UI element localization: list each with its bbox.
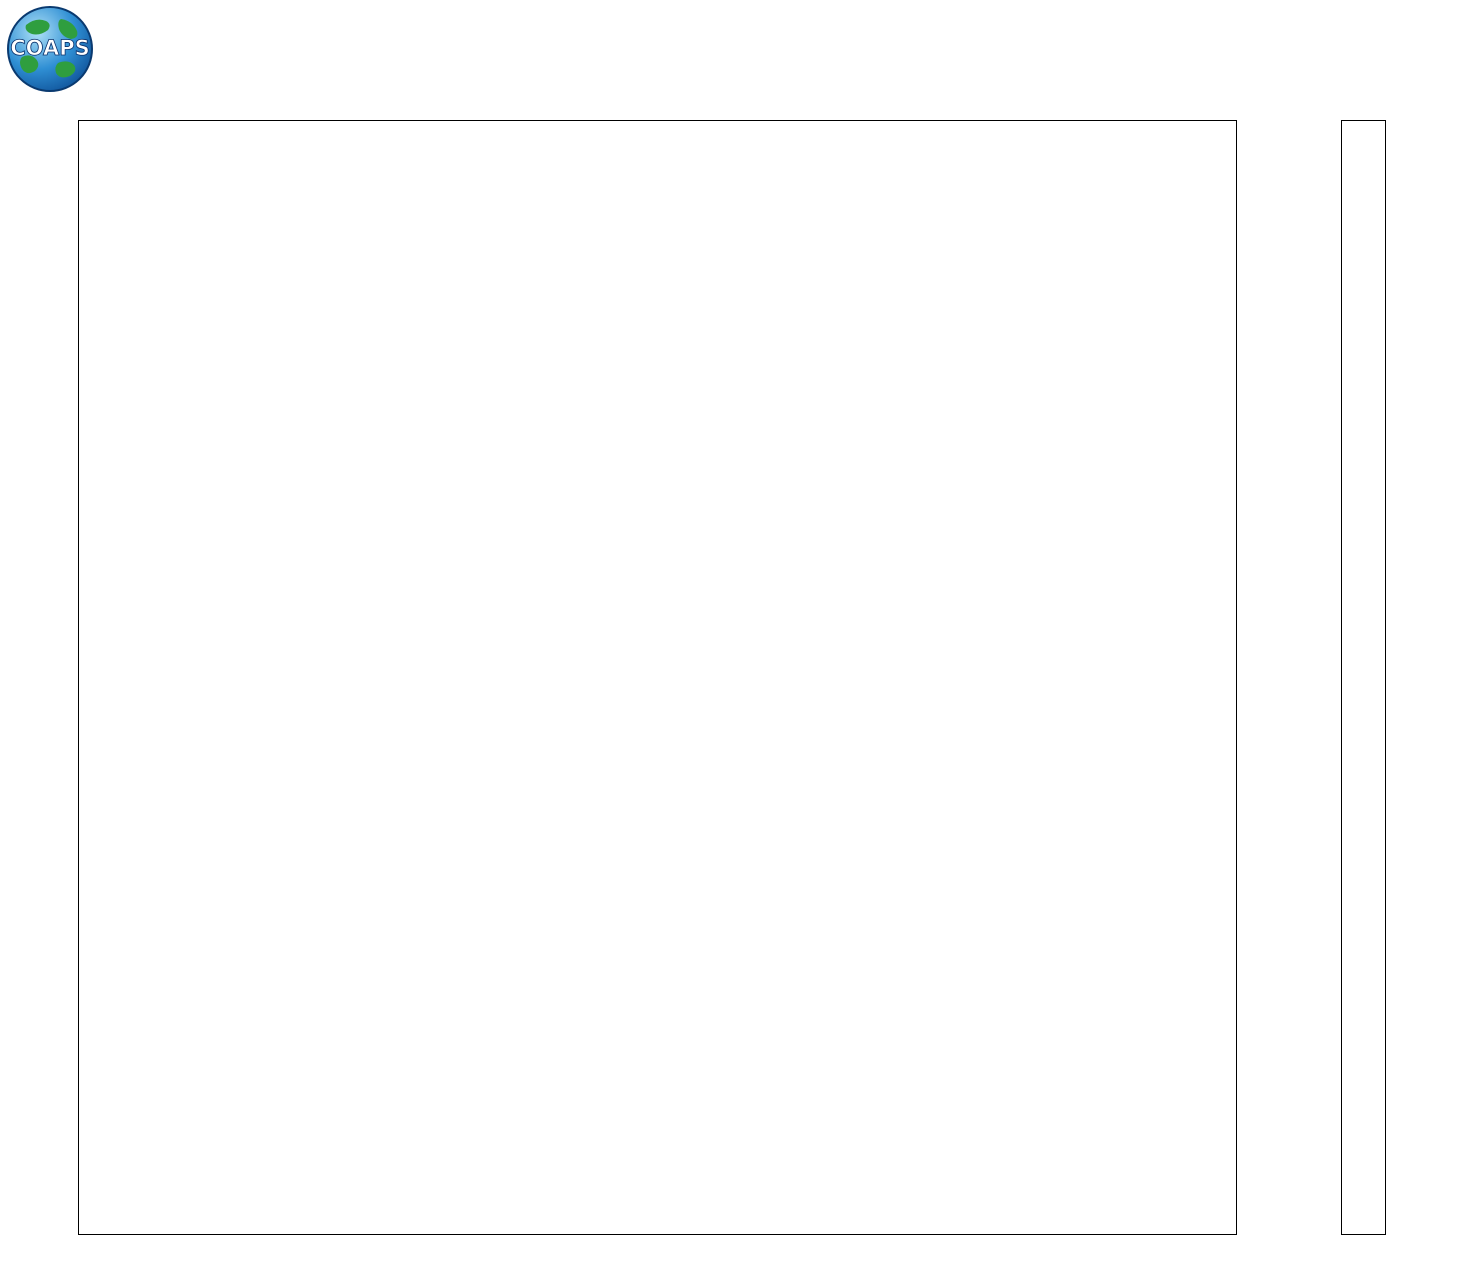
coaps-logo: COAPS bbox=[7, 6, 93, 92]
wind-barb-canvas bbox=[79, 121, 1235, 1233]
globe-icon bbox=[7, 6, 93, 92]
map-plot-area bbox=[78, 120, 1237, 1235]
colorbar bbox=[1341, 120, 1386, 1235]
coaps-logo-text: COAPS bbox=[10, 36, 89, 60]
colorbar-gradient bbox=[1342, 121, 1385, 1234]
